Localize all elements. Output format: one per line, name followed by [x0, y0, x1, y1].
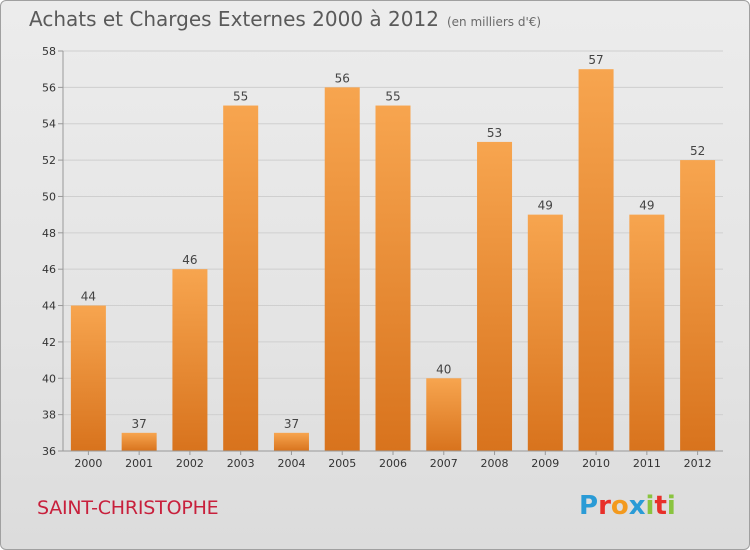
bar-2012 — [680, 160, 716, 451]
x-tick-label-2003: 2003 — [227, 457, 255, 470]
x-tick-label-2001: 2001 — [125, 457, 153, 470]
value-label-2000: 44 — [81, 290, 96, 304]
value-label-2010: 57 — [588, 53, 603, 67]
bars — [70, 69, 716, 451]
x-tick-label-2007: 2007 — [430, 457, 458, 470]
y-tick-label: 48 — [42, 227, 56, 240]
bar-2007 — [426, 378, 462, 451]
chart-subtitle: (en milliers d'€) — [446, 15, 542, 29]
y-axis-ticks: 36 38 40 42 44 46 48 50 52 54 56 58 — [42, 45, 64, 458]
x-tick-label-2005: 2005 — [328, 457, 356, 470]
chart-title-text: Achats et Charges Externes 2000 à 2012 — [29, 7, 439, 31]
x-tick-label-2010: 2010 — [582, 457, 610, 470]
value-label-2009: 49 — [538, 199, 553, 213]
logo-letter: P — [579, 491, 599, 521]
y-tick-label: 36 — [42, 445, 56, 458]
y-tick-label: 50 — [42, 190, 56, 203]
x-tick-label-2002: 2002 — [176, 457, 204, 470]
value-label-2001: 37 — [132, 417, 147, 431]
proxiti-logo: Proxiti — [579, 491, 676, 521]
bar-2001 — [121, 432, 157, 451]
y-tick-label: 54 — [42, 118, 56, 131]
bar-2011 — [629, 214, 665, 451]
y-tick-label: 44 — [42, 300, 56, 313]
value-label-2008: 53 — [487, 126, 502, 140]
logo-letter: r — [598, 491, 611, 521]
value-label-2002: 46 — [182, 253, 197, 267]
x-tick-label-2011: 2011 — [633, 457, 661, 470]
y-tick-label: 38 — [42, 409, 56, 422]
y-tick-label: 52 — [42, 154, 56, 167]
logo-letter: i — [666, 491, 676, 521]
value-label-2003: 55 — [233, 90, 248, 104]
bar-2000 — [70, 305, 106, 451]
bar-2005 — [324, 87, 360, 451]
value-label-2012: 52 — [690, 144, 705, 158]
x-tick-label-2008: 2008 — [481, 457, 509, 470]
y-tick-label: 46 — [42, 263, 56, 276]
bar-2009 — [527, 214, 563, 451]
value-label-2005: 56 — [335, 71, 350, 85]
y-tick-label: 56 — [42, 81, 56, 94]
y-tick-label: 40 — [42, 372, 56, 385]
x-tick-label-2009: 2009 — [531, 457, 559, 470]
x-tick-label-2012: 2012 — [684, 457, 712, 470]
value-label-2007: 40 — [436, 362, 451, 376]
logo-letter: t — [654, 491, 667, 521]
y-tick-label: 42 — [42, 336, 56, 349]
x-tick-label-2006: 2006 — [379, 457, 407, 470]
bar-2003 — [223, 105, 259, 451]
x-axis-ticks: 2000 2001 2002 2003 2004 2005 2006 2007 2008 2009… — [63, 450, 723, 470]
bar-2010 — [578, 69, 614, 451]
logo-letter: i — [645, 491, 655, 521]
value-label-2011: 49 — [639, 199, 654, 213]
logo-letter: o — [610, 491, 629, 521]
bar-2008 — [477, 141, 513, 451]
bar-2004 — [273, 432, 309, 451]
bar-2002 — [172, 269, 208, 451]
logo-letter: x — [628, 491, 646, 521]
chart-title: Achats et Charges Externes 2000 à 2012 (e… — [29, 7, 541, 31]
bar-2006 — [375, 105, 411, 451]
value-label-2004: 37 — [284, 417, 299, 431]
value-label-2006: 55 — [385, 90, 400, 104]
value-labels: 44 37 46 55 37 56 55 40 53 49 57 49 52 — [81, 53, 706, 431]
x-tick-label-2004: 2004 — [277, 457, 305, 470]
commune-name: SAINT-CHRISTOPHE — [37, 497, 219, 519]
x-tick-label-2000: 2000 — [74, 457, 102, 470]
y-tick-label: 58 — [42, 45, 56, 58]
